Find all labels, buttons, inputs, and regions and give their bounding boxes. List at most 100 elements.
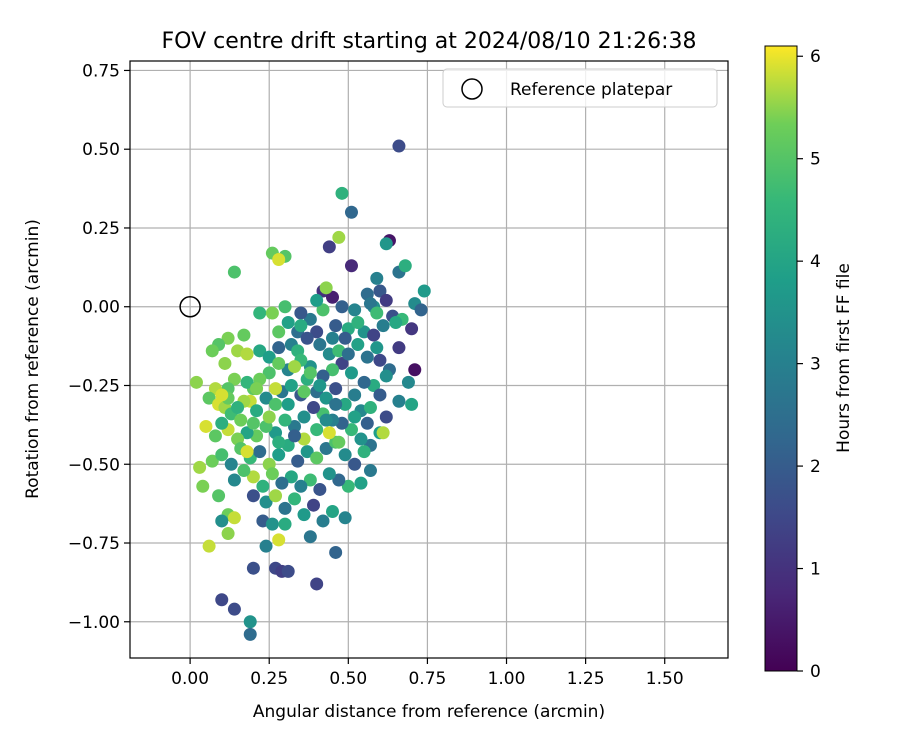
data-point <box>329 545 343 559</box>
y-axis-ticks: 0.75 0.50 0.25 0.00 −0.25 −0.50 −0.75 −1.00 <box>68 61 130 633</box>
data-point <box>325 290 339 304</box>
data-point <box>370 271 384 285</box>
data-point <box>360 350 374 364</box>
data-point <box>278 501 292 515</box>
data-points <box>189 139 431 641</box>
data-point <box>401 375 415 389</box>
data-point <box>310 423 324 437</box>
data-point <box>297 508 311 522</box>
data-point <box>310 325 324 339</box>
data-point <box>348 388 362 402</box>
data-point <box>319 413 333 427</box>
data-point <box>259 391 273 405</box>
data-point <box>294 306 308 320</box>
data-point <box>379 293 393 307</box>
data-point <box>294 319 308 333</box>
data-point <box>199 419 213 433</box>
colorbar-tick-label: 5 <box>810 150 821 170</box>
y-tick-label: −0.50 <box>68 455 120 475</box>
data-point <box>291 454 305 468</box>
colorbar-tick-label: 4 <box>810 252 821 272</box>
data-point <box>227 473 241 487</box>
data-point <box>278 413 292 427</box>
y-tick-label: 0.25 <box>82 219 120 239</box>
data-point <box>344 205 358 219</box>
data-point <box>272 341 286 355</box>
data-point <box>246 561 260 575</box>
colorbar-ticks: 0 1 2 3 4 5 6 <box>797 47 821 682</box>
data-point <box>240 375 254 389</box>
data-point <box>202 391 216 405</box>
y-tick-label: −0.75 <box>68 534 120 554</box>
x-tick-label: 1.00 <box>488 669 526 689</box>
data-point <box>313 378 327 392</box>
y-axis-label: Rotation from reference (arcmin) <box>23 219 43 499</box>
data-point <box>212 489 226 503</box>
data-point <box>348 303 362 317</box>
data-point <box>367 328 381 342</box>
data-point <box>316 514 330 528</box>
data-point <box>288 429 302 443</box>
data-point <box>196 479 210 493</box>
data-point <box>379 237 393 251</box>
legend-box <box>442 68 718 108</box>
x-axis-label: Angular distance from reference (arcmin) <box>253 702 605 722</box>
data-point <box>351 315 365 329</box>
legend: Reference platepar <box>442 68 718 108</box>
data-point <box>325 331 339 345</box>
data-point <box>227 372 241 386</box>
data-point <box>313 338 327 352</box>
data-point <box>307 401 321 415</box>
data-point <box>303 530 317 544</box>
data-point <box>227 511 241 525</box>
data-point <box>338 331 352 345</box>
data-point <box>310 293 324 307</box>
data-point <box>373 284 387 298</box>
data-point <box>243 615 257 629</box>
data-point <box>329 397 343 411</box>
y-tick-label: −0.25 <box>68 376 120 396</box>
data-point <box>246 416 260 430</box>
data-point <box>335 186 349 200</box>
data-point <box>370 341 384 355</box>
legend-marker <box>461 78 483 100</box>
data-point <box>284 470 298 484</box>
x-axis-ticks: 0.00 0.25 0.50 0.75 1.00 1.25 1.50 <box>171 658 684 689</box>
data-point <box>360 416 374 430</box>
data-point <box>300 445 314 459</box>
data-point <box>262 366 276 380</box>
data-point <box>288 360 302 374</box>
data-point <box>272 448 286 462</box>
legend-label: Reference platepar <box>510 80 672 100</box>
data-point <box>215 388 229 402</box>
x-tick-label: 1.25 <box>567 669 605 689</box>
data-point <box>256 479 270 493</box>
data-point <box>379 369 393 383</box>
data-point <box>240 426 254 440</box>
data-point <box>389 315 403 329</box>
x-tick-label: 1.50 <box>646 669 684 689</box>
data-point <box>329 382 343 396</box>
grid-lines <box>130 61 728 658</box>
data-point <box>246 489 260 503</box>
data-point <box>221 331 235 345</box>
data-point <box>259 495 273 509</box>
data-point <box>272 435 286 449</box>
data-point <box>348 410 362 424</box>
data-point <box>297 410 311 424</box>
data-point <box>243 627 257 641</box>
data-point <box>405 397 419 411</box>
data-point <box>202 539 216 553</box>
data-point <box>269 397 283 411</box>
colorbar-tick-label: 1 <box>810 560 821 580</box>
data-point <box>250 382 264 396</box>
data-point <box>262 410 276 424</box>
data-point <box>272 356 286 370</box>
colorbar-tick-label: 0 <box>810 662 821 682</box>
data-point <box>363 297 377 311</box>
data-point <box>319 441 333 455</box>
data-point <box>354 476 368 490</box>
data-point <box>288 492 302 506</box>
data-point <box>288 419 302 433</box>
